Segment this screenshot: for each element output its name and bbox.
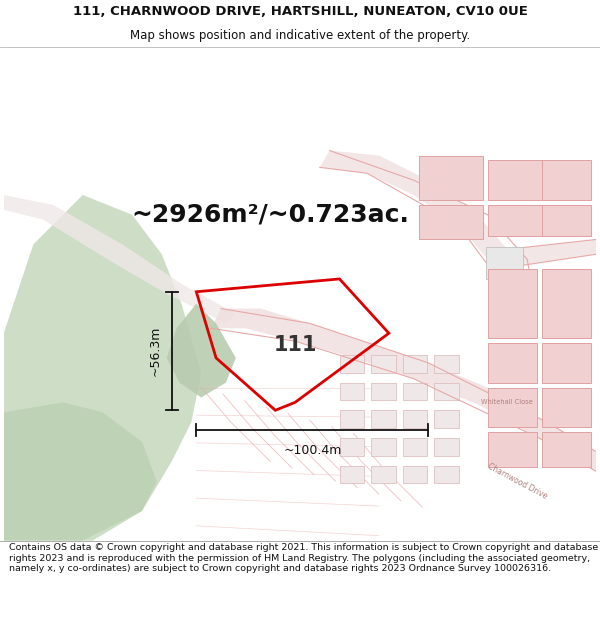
Bar xyxy=(485,248,523,279)
Bar xyxy=(488,388,537,427)
Text: ~2926m²/~0.723ac.: ~2926m²/~0.723ac. xyxy=(131,202,409,227)
Bar xyxy=(371,355,396,372)
Text: Charnwood Drive: Charnwood Drive xyxy=(486,462,548,501)
Text: Contains OS data © Crown copyright and database right 2021. This information is : Contains OS data © Crown copyright and d… xyxy=(9,543,598,573)
Bar xyxy=(403,466,427,483)
Text: ~100.4m: ~100.4m xyxy=(283,444,341,457)
Polygon shape xyxy=(167,304,236,398)
Text: Map shows position and indicative extent of the property.: Map shows position and indicative extent… xyxy=(130,29,470,42)
Bar xyxy=(434,466,459,483)
Bar xyxy=(419,205,482,239)
Bar xyxy=(434,382,459,401)
Bar xyxy=(542,205,592,236)
Polygon shape xyxy=(4,195,236,323)
Polygon shape xyxy=(508,239,596,266)
Bar xyxy=(434,355,459,372)
Polygon shape xyxy=(320,151,537,318)
Bar xyxy=(434,438,459,456)
Bar xyxy=(371,438,396,456)
Bar xyxy=(488,205,542,236)
Bar xyxy=(371,382,396,401)
Bar xyxy=(542,432,592,466)
Bar xyxy=(371,466,396,483)
Text: 111: 111 xyxy=(274,335,317,355)
Bar xyxy=(403,355,427,372)
Bar xyxy=(371,410,396,428)
Polygon shape xyxy=(4,195,201,541)
Bar xyxy=(340,438,364,456)
Bar xyxy=(340,355,364,372)
Bar xyxy=(488,343,537,382)
Bar xyxy=(403,410,427,428)
Bar xyxy=(542,388,592,427)
Bar xyxy=(403,438,427,456)
Bar xyxy=(340,466,364,483)
Bar xyxy=(340,410,364,428)
Bar xyxy=(403,382,427,401)
Bar xyxy=(542,343,592,382)
Text: 111, CHARNWOOD DRIVE, HARTSHILL, NUNEATON, CV10 0UE: 111, CHARNWOOD DRIVE, HARTSHILL, NUNEATO… xyxy=(73,5,527,18)
Bar xyxy=(488,432,537,466)
Bar xyxy=(419,156,482,200)
Bar xyxy=(488,269,537,338)
Text: ~56.3m: ~56.3m xyxy=(149,326,162,376)
Bar xyxy=(340,382,364,401)
Polygon shape xyxy=(211,309,596,471)
Bar xyxy=(434,410,459,428)
Polygon shape xyxy=(4,402,157,541)
Text: Whitehall Close: Whitehall Close xyxy=(481,399,533,406)
Bar xyxy=(542,161,592,200)
Bar xyxy=(542,269,592,338)
Bar xyxy=(488,161,542,200)
